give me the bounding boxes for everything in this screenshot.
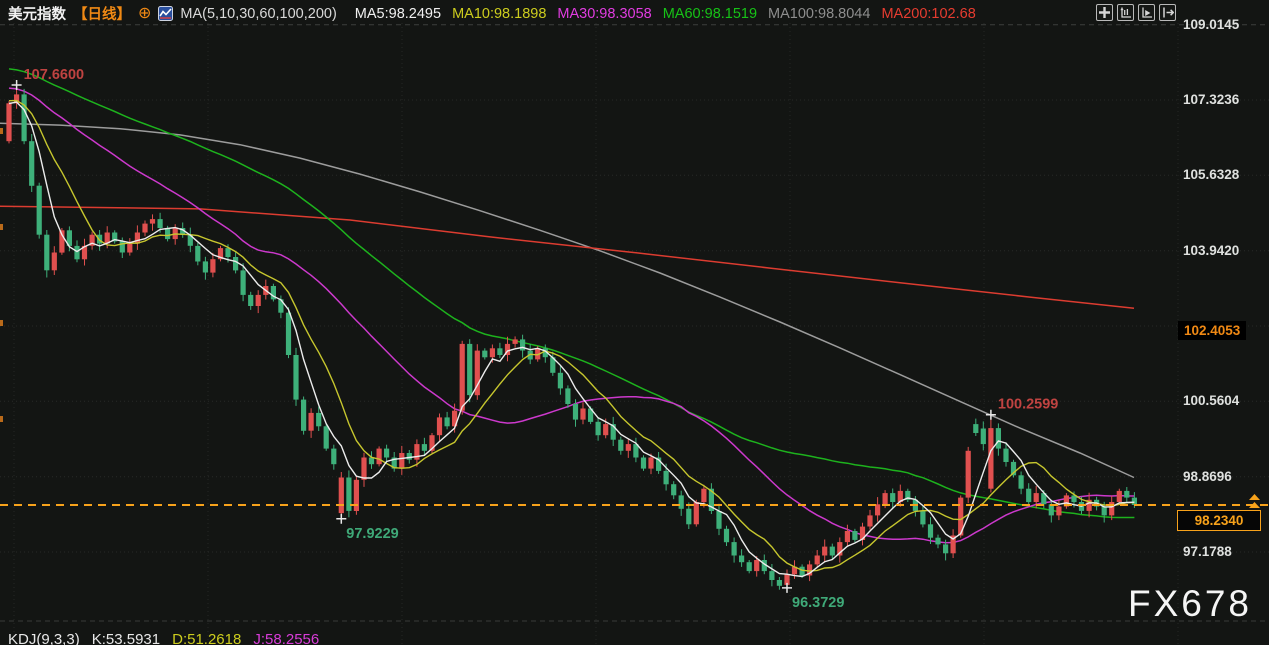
kdj-value: D:51.2618 (172, 631, 242, 645)
ma-lines-long (0, 122, 1135, 479)
y-axis-tick: 98.8696 (1183, 469, 1232, 484)
y-axis-tick: 97.1788 (1183, 544, 1232, 559)
price-arrow-marker (1249, 494, 1260, 508)
kdj-label[interactable]: KDJ(9,3,3) (8, 631, 80, 645)
ma-value: MA5:98.2495 (354, 5, 442, 22)
kdj-row: KDJ(9,3,3) K:53.5931 D:51.2618 J:58.2556 (8, 631, 343, 645)
chart-style-icon[interactable] (158, 6, 174, 21)
y-axis-tick: 107.3236 (1183, 92, 1240, 107)
current-price-value: 98.2340 (1194, 513, 1244, 528)
ma-value: MA100:98.8044 (768, 5, 871, 22)
main-chart-axis-icon[interactable] (1117, 4, 1134, 21)
kdj-value: K:53.5931 (91, 631, 161, 645)
ma-value: MA30:98.3058 (557, 5, 652, 22)
y-axis-tick: 109.0145 (1183, 17, 1240, 32)
svg-text:100.2599: 100.2599 (998, 397, 1058, 413)
pop-out-icon[interactable] (1159, 4, 1176, 21)
chart-header: 美元指数 【日线】 ⊕ MA(5,10,30,60,100,200) MA5:9… (8, 3, 976, 24)
ma-settings-label[interactable]: MA(5,10,30,60,100,200) (180, 5, 337, 22)
symbol-title: 美元指数 (8, 7, 66, 23)
y-axis-tick: 103.9420 (1183, 243, 1240, 258)
ma-values: MA5:98.2495 MA10:98.1898 MA30:98.3058 MA60:… (344, 6, 976, 22)
ma-lines-fast (8, 99, 1135, 578)
chart-toolbar (1096, 4, 1176, 21)
y-axis-tick: 105.6328 (1183, 167, 1240, 182)
highlight-price-label: 102.4053 (1178, 321, 1247, 340)
sub-chart-play-icon[interactable] (1138, 4, 1155, 21)
gridlines (0, 23, 1269, 645)
ma-value: MA60:98.1519 (662, 5, 758, 22)
current-price-label: 98.2340 (1177, 510, 1261, 531)
extreme-annotations: 107.6600 97.9229 96.3729 100.2599 (11, 67, 1058, 611)
timeframe-label[interactable]: 【日线】 (73, 7, 131, 23)
y-axis-tick: 100.5604 (1183, 393, 1240, 408)
add-indicator-icon[interactable]: ⊕ (138, 4, 152, 22)
svg-text:107.6600: 107.6600 (24, 67, 84, 83)
ma-value: MA200:102.68 (881, 5, 976, 22)
watermark: FX678 (1128, 583, 1253, 624)
svg-text:96.3729: 96.3729 (792, 595, 844, 611)
candles (6, 85, 1137, 590)
pan-crosshair-icon[interactable] (1096, 4, 1113, 21)
svg-text:97.9229: 97.9229 (346, 526, 398, 542)
ma-lines-slow (8, 68, 1135, 544)
current-price-line (0, 494, 1269, 508)
kdj-values: K:53.5931 D:51.2618 J:58.2556 (92, 631, 332, 645)
kdj-value: J:58.2556 (253, 631, 320, 645)
highlight-price-value: 102.4053 (1184, 323, 1241, 338)
ma-value: MA10:98.1898 (452, 5, 547, 22)
